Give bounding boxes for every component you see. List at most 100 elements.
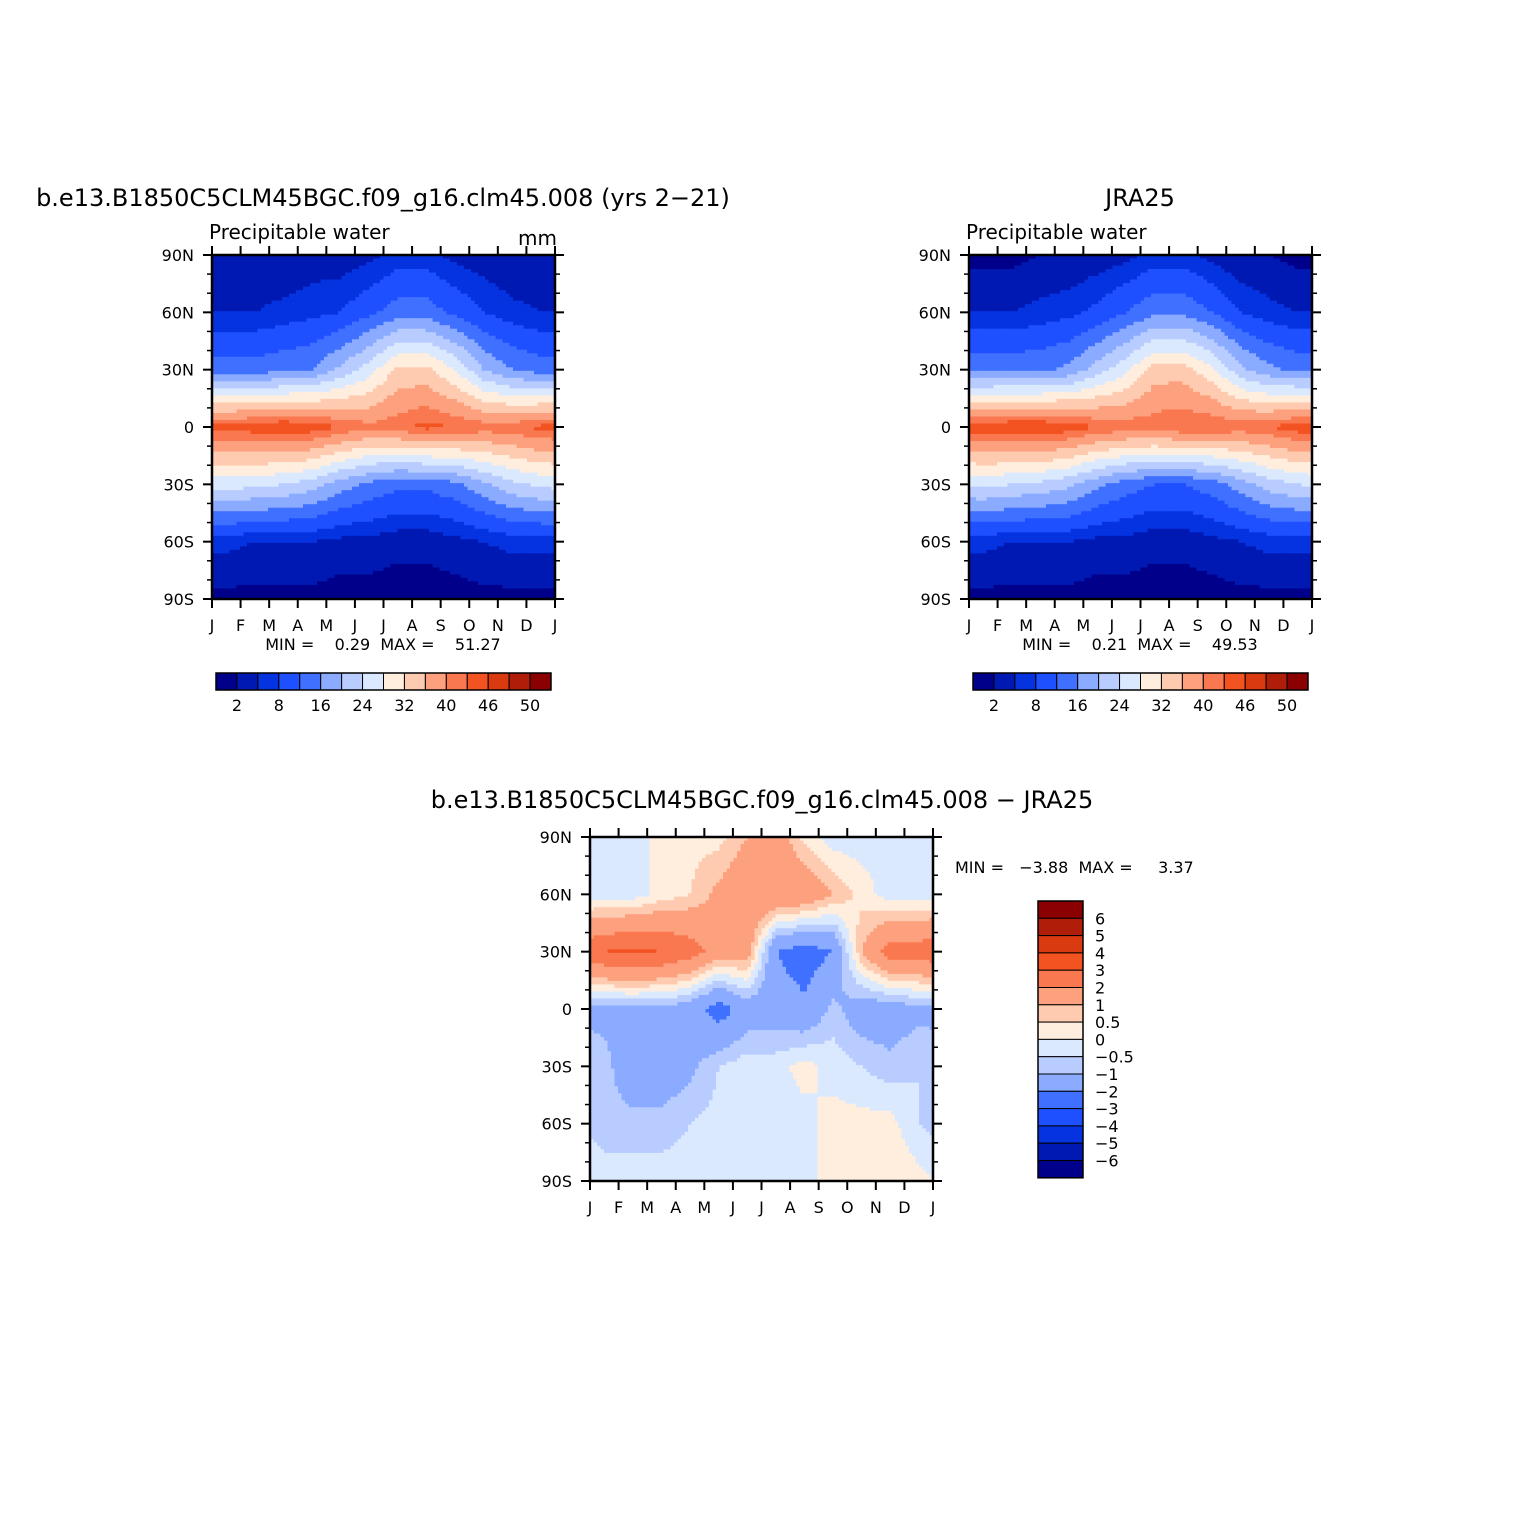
contour-cell	[212, 395, 217, 400]
contour-cell	[240, 353, 245, 358]
contour-cell	[226, 283, 231, 288]
contour-cell	[355, 395, 360, 400]
contour-cell	[222, 325, 227, 330]
contour-cell	[404, 318, 409, 323]
contour-cell	[453, 423, 458, 428]
contour-cell	[495, 332, 500, 337]
contour-cell	[443, 349, 448, 354]
contour-cell	[422, 402, 427, 407]
contour-cell	[299, 321, 304, 326]
contour-cell	[530, 356, 535, 361]
contour-cell	[422, 377, 427, 382]
contour-cell	[215, 353, 220, 358]
contour-cell	[345, 297, 350, 302]
contour-cell	[254, 416, 259, 421]
contour-cell	[334, 318, 339, 323]
contour-cell	[341, 388, 346, 393]
contour-cell	[341, 423, 346, 428]
contour-cell	[275, 276, 280, 281]
contour-cell	[289, 402, 294, 407]
contour-cell	[243, 409, 248, 414]
contour-cell	[418, 321, 423, 326]
contour-cell	[387, 416, 392, 421]
contour-cell	[261, 346, 266, 351]
contour-cell	[233, 314, 238, 319]
contour-cell	[478, 286, 483, 291]
contour-cell	[453, 286, 458, 291]
contour-cell	[551, 391, 555, 397]
contour-cell	[236, 391, 241, 397]
contour-cell	[474, 430, 479, 435]
contour-cell	[485, 363, 490, 368]
contour-cell	[247, 409, 252, 414]
contour-cell	[415, 262, 420, 267]
contour-cell	[380, 297, 385, 302]
contour-cell	[516, 325, 521, 330]
contour-cell	[240, 377, 245, 382]
contour-cell	[408, 286, 413, 291]
contour-cell	[348, 318, 353, 323]
contour-cell	[292, 279, 297, 284]
contour-cell	[450, 255, 455, 260]
contour-cell	[411, 328, 416, 333]
contour-cell	[394, 398, 399, 404]
contour-cell	[457, 409, 462, 414]
contour-cell	[422, 346, 427, 351]
contour-cell	[548, 300, 553, 305]
contour-cell	[443, 300, 448, 305]
contour-cell	[390, 342, 395, 347]
contour-cell	[362, 255, 367, 260]
contour-cell	[355, 297, 360, 302]
contour-cell	[313, 377, 318, 382]
contour-cell	[278, 269, 283, 274]
contour-cell	[324, 342, 329, 347]
contour-cell	[457, 416, 462, 421]
contour-cell	[303, 339, 308, 344]
contour-cell	[408, 419, 413, 425]
contour-cell	[352, 269, 357, 274]
contour-cell	[359, 363, 364, 368]
contour-cell	[502, 314, 507, 319]
contour-cell	[467, 332, 472, 337]
contour-cell	[285, 367, 290, 372]
contour-cell	[313, 402, 318, 407]
contour-cell	[275, 311, 280, 316]
contour-cell	[324, 384, 329, 389]
contour-cell	[485, 427, 490, 432]
contour-cell	[513, 427, 518, 432]
contour-cell	[474, 297, 479, 302]
contour-cell	[355, 276, 360, 281]
contour-cell	[551, 423, 555, 428]
contour-cell	[310, 416, 315, 421]
contour-cell	[250, 353, 255, 358]
contour-cell	[240, 321, 245, 326]
contour-cell	[394, 314, 399, 319]
contour-cell	[415, 272, 420, 277]
contour-cell	[499, 412, 504, 418]
contour-cell	[488, 335, 493, 340]
contour-cell	[474, 405, 479, 411]
contour-cell	[320, 391, 325, 397]
contour-cell	[387, 353, 392, 358]
contour-cell	[299, 290, 304, 295]
contour-cell	[404, 346, 409, 351]
contour-cell	[422, 279, 427, 284]
contour-cell	[250, 395, 255, 400]
contour-cell	[432, 328, 437, 333]
contour-cell	[331, 272, 336, 277]
contour-cell	[492, 356, 497, 361]
contour-cell	[215, 297, 220, 302]
contour-cell	[446, 335, 451, 340]
contour-cell	[268, 405, 273, 411]
contour-cell	[355, 262, 360, 267]
contour-cell	[226, 398, 231, 404]
contour-cell	[324, 419, 329, 425]
contour-cell	[474, 409, 479, 414]
contour-cell	[527, 349, 532, 354]
contour-cell	[341, 384, 346, 389]
contour-cell	[520, 342, 525, 347]
contour-cell	[324, 307, 329, 312]
contour-cell	[240, 300, 245, 305]
contour-cell	[439, 272, 444, 277]
contour-cell	[408, 370, 413, 375]
